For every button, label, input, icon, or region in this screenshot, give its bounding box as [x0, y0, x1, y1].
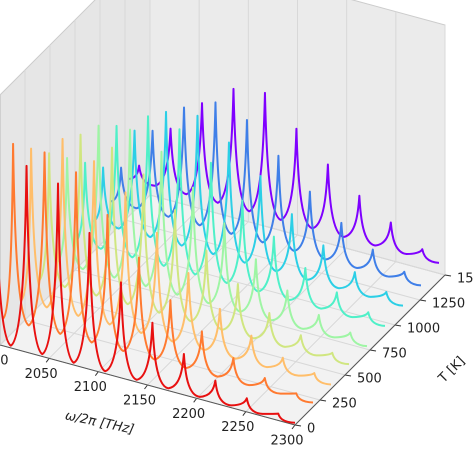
x-tick [193, 398, 198, 403]
spectrum-line [38, 133, 350, 366]
t-tick [294, 424, 302, 427]
t-tick [319, 399, 327, 402]
grid-line [24, 319, 321, 401]
spectrum-line [92, 110, 404, 307]
spectrum-line [74, 115, 386, 327]
spectrum-line [2, 142, 314, 404]
t-tick-label: 750 [382, 347, 407, 362]
grid-line [99, 244, 396, 326]
x-tick [144, 384, 148, 390]
x-tick [94, 371, 99, 376]
t-tick-label: 1500 [457, 272, 474, 287]
x-tick-label: 2300 [270, 434, 303, 449]
x-tick-label: 2000 [0, 354, 9, 369]
t-axis-line [294, 274, 446, 426]
x-tick [242, 411, 247, 416]
spectrum-line [0, 164, 296, 424]
grid-line [149, 194, 446, 276]
t-tick [444, 274, 452, 277]
x-tick-label: 2250 [221, 420, 254, 435]
t-tick [394, 324, 402, 327]
spectrum-line [110, 101, 422, 287]
grid-line [49, 294, 346, 376]
t-tick-label: 0 [307, 422, 315, 437]
x-tick-label: 2200 [172, 407, 205, 422]
x-axis-line [0, 344, 296, 426]
x-tick-label: 2100 [74, 380, 107, 395]
t-tick [344, 374, 352, 377]
x-tick-label: 2150 [123, 394, 156, 409]
t-tick-label: 1000 [407, 322, 440, 337]
x-tick-label: 2050 [25, 367, 58, 382]
t-tick-label: 1250 [432, 297, 465, 312]
x-tick [45, 358, 50, 363]
spectrum-line [56, 124, 368, 348]
x-tick [291, 424, 296, 430]
grid-line [74, 269, 371, 351]
t-tick [419, 299, 427, 302]
x-axis-label: ω/2π [THz] [64, 408, 136, 437]
t-tick-label: 250 [332, 397, 357, 412]
t-tick-label: 500 [357, 372, 382, 387]
t-axis-label: T [K] [435, 354, 468, 387]
spectrum-line [20, 137, 332, 386]
t-tick [369, 349, 377, 352]
